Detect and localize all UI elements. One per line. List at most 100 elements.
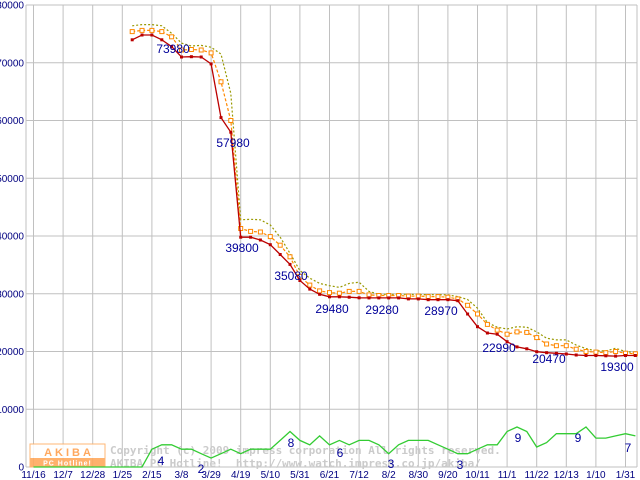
shop-count-label: 2 (198, 462, 205, 476)
watermark-copyright-line: Copyright (c) 2009 impress corporation A… (110, 444, 501, 457)
price-label: 29280 (365, 303, 399, 317)
grid-lines (25, 4, 638, 468)
marker-average-price (218, 79, 224, 85)
marker-lowest-price (258, 238, 262, 242)
y-tick-label: 70000 (0, 58, 24, 69)
series-line-lowest-price (131, 34, 636, 357)
marker-average-price (159, 29, 165, 35)
x-tick-label: 8/30 (409, 470, 429, 480)
x-tick-label: 10/11 (465, 470, 490, 480)
marker-lowest-price (554, 351, 558, 355)
marker-average-price (327, 290, 332, 296)
marker-lowest-price (604, 354, 608, 358)
marker-lowest-price (574, 353, 578, 357)
marker-average-price (475, 311, 480, 317)
marker-average-price (494, 327, 500, 333)
shop-count-label: 4 (158, 454, 165, 468)
chart-series (33, 24, 638, 468)
marker-lowest-price (525, 347, 529, 351)
shop-count-label: 7 (625, 441, 632, 455)
marker-average-price (356, 288, 362, 294)
marker-lowest-price (318, 292, 322, 296)
marker-lowest-price (456, 299, 460, 303)
marker-average-price (465, 302, 471, 308)
x-tick-label: 11/1 (498, 470, 517, 480)
marker-lowest-price (199, 55, 203, 59)
price-label: 35080 (274, 269, 308, 283)
series-line-highest-price (132, 24, 636, 354)
marker-lowest-price (170, 45, 174, 49)
marker-average-price (277, 242, 283, 248)
marker-lowest-price (406, 297, 410, 301)
marker-lowest-price (446, 298, 450, 302)
shop-count-label: 3 (457, 458, 464, 472)
marker-average-price (613, 349, 619, 354)
marker-average-price (425, 294, 431, 300)
x-tick-label: 3/8 (175, 470, 189, 480)
marker-average-price (228, 118, 234, 123)
marker-average-price (504, 331, 510, 337)
marker-average-price (534, 335, 540, 341)
marker-average-price (336, 290, 342, 296)
marker-lowest-price (219, 116, 223, 120)
x-tick-label: 7/12 (349, 470, 369, 480)
marker-average-price (514, 329, 520, 335)
price-label: 22990 (482, 341, 516, 355)
marker-lowest-price (160, 38, 164, 42)
marker-average-price (346, 288, 352, 294)
marker-lowest-price (130, 38, 134, 42)
x-tick-label: 12/28 (80, 470, 105, 480)
marker-average-price (317, 288, 323, 294)
marker-average-price (573, 346, 579, 352)
marker-lowest-price (209, 62, 213, 66)
shop-count-label: 6 (337, 446, 344, 460)
logo-title: AKIBA (44, 447, 94, 459)
marker-lowest-price (614, 354, 618, 358)
marker-average-price (583, 349, 589, 354)
x-tick-label: 12/7 (53, 470, 73, 480)
marker-average-price (179, 47, 184, 53)
marker-lowest-price (150, 33, 154, 37)
marker-average-price (188, 47, 194, 52)
x-axis-tick-labels: 11/16 12/7 12/28 1/25 2/15 3/8 3/29 4/19 5/10 5/3… (21, 470, 635, 480)
marker-lowest-price (466, 312, 470, 316)
marker-lowest-price (426, 298, 430, 302)
marker-lowest-price (397, 296, 401, 300)
y-tick-label: 0 (18, 463, 24, 474)
x-tick-label: 2/15 (142, 470, 162, 480)
marker-lowest-price (347, 295, 351, 299)
marker-average-price (287, 254, 293, 260)
marker-lowest-price (564, 352, 568, 356)
marker-lowest-price (357, 296, 361, 300)
x-tick-label: 1/31 (616, 470, 636, 480)
watermark: Copyright (c) 2009 impress corporation A… (110, 444, 501, 470)
x-tick-label: 3/29 (201, 470, 221, 480)
price-label: 57980 (216, 136, 250, 150)
marker-lowest-price (337, 295, 341, 299)
marker-average-price (603, 350, 609, 356)
y-tick-label: 30000 (0, 289, 24, 300)
marker-average-price (435, 294, 441, 300)
y-axis-tick-labels: 0 10000 20000 30000 40000 50000 60000 70000 8000… (0, 1, 24, 474)
marker-lowest-price (268, 243, 272, 247)
marker-lowest-price (288, 262, 292, 266)
series-line-average-price (132, 29, 636, 355)
price-label: 20470 (532, 352, 566, 366)
marker-average-price (553, 343, 559, 349)
marker-average-price (563, 343, 569, 349)
marker-lowest-price (535, 350, 539, 354)
marker-lowest-price (189, 55, 193, 59)
x-tick-label: 5/31 (290, 470, 310, 480)
price-label: 28970 (424, 304, 458, 318)
marker-average-price (544, 341, 550, 347)
price-label: 73980 (156, 42, 190, 56)
shop-count-label: 8 (288, 436, 295, 450)
marker-lowest-price (367, 296, 371, 300)
shop-count-label: 3 (388, 457, 395, 471)
watermark-url-line: AKIBA PC Hotline! http://www.watch.impre… (110, 457, 481, 470)
marker-lowest-price (594, 354, 598, 357)
x-tick-label: 4/19 (231, 470, 251, 480)
marker-average-price (524, 329, 530, 335)
marker-average-price (484, 321, 490, 327)
